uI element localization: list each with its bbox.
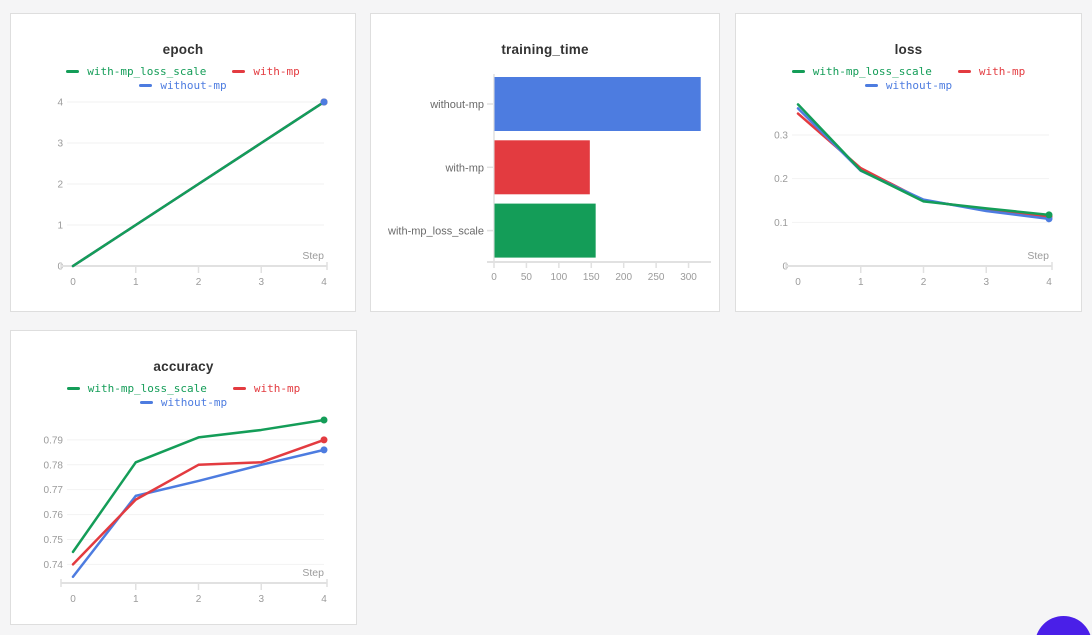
legend-item: with-mp_loss_scale <box>791 65 932 78</box>
x-tick-label: 0 <box>70 277 76 288</box>
bar-without-mp <box>494 77 701 131</box>
legend-item: with-mp <box>957 65 1026 78</box>
series-line-with-mp_loss_scale <box>71 418 326 554</box>
bar-with-mp_loss_scale <box>494 203 596 258</box>
x-tick-label: 100 <box>551 272 568 283</box>
end-dot-with-mp <box>320 436 328 444</box>
panel-loss[interactable]: loss with-mp_loss_scale with-mp without-… <box>735 13 1082 312</box>
legend-dash-icon <box>66 387 80 390</box>
legend-loss: with-mp_loss_scale with-mp without-mp <box>736 65 1081 92</box>
legend-item: without-mp <box>139 79 227 92</box>
x-tick-label: 200 <box>615 272 632 283</box>
legend-label: with-mp <box>978 65 1026 78</box>
x-tick-label: 250 <box>648 272 665 283</box>
legend-item: with-mp_loss_scale <box>66 382 207 395</box>
x-tick-label: 1 <box>858 277 864 288</box>
x-axis-label: Step <box>302 250 324 262</box>
x-tick-label: 1 <box>133 277 139 288</box>
x-tick-label: 0 <box>491 272 497 283</box>
legend-item: with-mp_loss_scale <box>66 65 206 78</box>
legend-dash-icon <box>791 70 805 73</box>
legend-dash-icon <box>957 70 971 73</box>
legend-label: with-mp_loss_scale <box>87 382 207 395</box>
legend-item: without-mp <box>139 396 228 409</box>
chart-title-accuracy: accuracy <box>153 359 214 374</box>
x-tick-label: 4 <box>321 594 327 605</box>
x-tick-label: 0 <box>795 277 801 288</box>
end-dot-without-mp <box>320 98 328 106</box>
legend-dash-icon <box>232 70 246 73</box>
x-tick-label: 4 <box>1046 277 1052 288</box>
panel-training-time[interactable]: training_time without-mp with-mp with-mp_l… <box>370 13 720 312</box>
x-tick-label: 0 <box>70 594 76 605</box>
legend-dash-icon <box>232 387 246 390</box>
x-tick-label: 4 <box>321 277 327 288</box>
chart-title-epoch: epoch <box>162 42 204 57</box>
x-tick-label: 50 <box>521 272 533 283</box>
legend-item: with-mp <box>232 382 301 395</box>
y-tick-label: 0.78 <box>44 460 64 471</box>
legend-label: without-mp <box>160 396 228 409</box>
y-tick-label: 0.75 <box>44 535 64 546</box>
x-tick-label: 3 <box>983 277 989 288</box>
chart-title-training-time: training_time <box>501 42 589 57</box>
category-label: with-mp <box>444 162 484 174</box>
y-tick-label: 0.79 <box>44 435 64 446</box>
y-tick-label: 4 <box>57 98 63 109</box>
end-dot-with-mp_loss_scale <box>1045 211 1053 219</box>
category-label: without-mp <box>429 99 484 111</box>
legend-dash-icon <box>139 84 153 87</box>
y-tick-label: 0.76 <box>44 510 64 521</box>
legend-label: with-mp <box>253 382 301 395</box>
legend-epoch: with-mp_loss_scale with-mp without-mp <box>11 65 355 92</box>
legend-item: without-mp <box>864 79 953 92</box>
category-label: with-mp_loss_scale <box>387 226 484 238</box>
panel-epoch[interactable]: epoch with-mp_loss_scale with-mp without… <box>10 13 356 312</box>
training-time-chart-canvas: without-mp with-mp with-mp_loss_scale 0 50 10… <box>387 74 711 283</box>
legend-label: with-mp_loss_scale <box>812 65 932 78</box>
y-tick-label: 0.3 <box>774 130 788 141</box>
x-tick-label: 300 <box>680 272 697 283</box>
y-tick-label: 0.1 <box>774 218 788 229</box>
legend-label: with-mp <box>253 65 300 78</box>
legend-dash-icon <box>139 401 153 404</box>
y-tick-label: 3 <box>57 139 63 150</box>
panel-accuracy[interactable]: accuracy with-mp_loss_scale with-mp with… <box>10 330 357 625</box>
bar-with-mp <box>494 140 590 195</box>
x-tick-label: 2 <box>196 594 202 605</box>
legend-label: with-mp_loss_scale <box>87 65 207 78</box>
x-axis-label: Step <box>302 567 324 579</box>
series-line-with-mp_loss_scale <box>796 103 1051 217</box>
fab-chat-button[interactable] <box>1035 616 1092 635</box>
end-dot-with-mp_loss_scale <box>320 416 328 424</box>
x-tick-label: 3 <box>258 277 264 288</box>
x-tick-label: 3 <box>258 594 264 605</box>
x-tick-label: 150 <box>583 272 600 283</box>
y-tick-label: 0.77 <box>44 485 64 496</box>
y-tick-label: 0.2 <box>774 174 788 185</box>
legend-dash-icon <box>66 70 80 73</box>
series-line-with-mp_loss_scale <box>71 100 326 268</box>
series-line-with-mp <box>71 438 326 566</box>
y-tick-label: 1 <box>57 221 63 232</box>
x-tick-label: 1 <box>133 594 139 605</box>
legend-accuracy: with-mp_loss_scale with-mp without-mp <box>11 382 356 409</box>
y-tick-label: 2 <box>57 180 63 191</box>
x-axis-label: Step <box>1027 250 1049 262</box>
accuracy-chart-canvas: 0.74 0.75 0.76 0.77 0.78 0.79 0 1 2 3 4 Step <box>44 416 328 605</box>
series-line-without-mp <box>71 448 326 579</box>
legend-label: without-mp <box>160 79 227 92</box>
x-tick-label: 2 <box>196 277 202 288</box>
chart-title-loss: loss <box>894 42 923 57</box>
x-tick-label: 2 <box>921 277 927 288</box>
legend-item: with-mp <box>232 65 300 78</box>
end-dot-without-mp <box>320 446 328 454</box>
legend-label: without-mp <box>885 79 953 92</box>
legend-dash-icon <box>864 84 878 87</box>
y-tick-label: 0.74 <box>44 560 64 571</box>
